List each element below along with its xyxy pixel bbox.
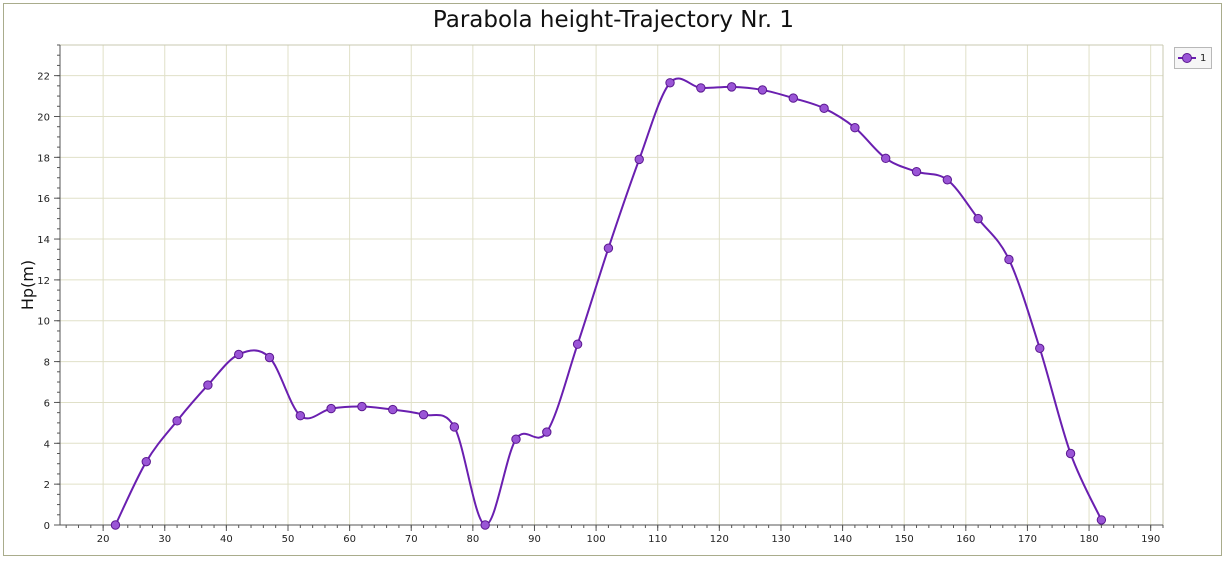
y-tick-label: 2 <box>44 480 50 491</box>
x-tick-label: 170 <box>1018 534 1037 545</box>
x-tick-label: 140 <box>833 534 852 545</box>
x-tick-label: 100 <box>587 534 606 545</box>
data-point <box>1035 343 1045 354</box>
x-tick-label: 80 <box>466 534 479 545</box>
data-point <box>1065 448 1076 459</box>
chart-title: Parabola height-Trajectory Nr. 1 <box>432 7 795 33</box>
data-point <box>665 78 675 88</box>
legend[interactable]: 1 <box>1174 47 1212 69</box>
data-point <box>110 520 121 530</box>
data-point <box>172 416 182 426</box>
data-point <box>603 243 614 253</box>
x-tick-label: 190 <box>1141 534 1160 545</box>
y-tick-label: 22 <box>37 72 50 83</box>
data-point <box>572 339 583 349</box>
data-point <box>449 422 460 432</box>
y-tick-label: 12 <box>37 276 50 287</box>
data-point <box>141 456 151 467</box>
data-point <box>819 103 829 114</box>
y-axis-label: Hp(m) <box>18 260 37 310</box>
y-tick-label: 10 <box>37 317 50 328</box>
x-tick-label: 70 <box>405 534 418 545</box>
data-point <box>1004 254 1014 265</box>
data-point <box>357 401 367 412</box>
plot-area <box>60 45 1163 525</box>
data-point <box>850 123 860 133</box>
x-tick-label: 160 <box>956 534 975 545</box>
data-point <box>233 349 244 360</box>
y-tick-label: 8 <box>44 358 50 369</box>
data-point <box>264 352 275 363</box>
x-tick-label: 110 <box>648 534 667 545</box>
y-tick-label: 6 <box>44 398 50 409</box>
data-point <box>757 85 768 95</box>
y-tick-label: 14 <box>37 235 50 246</box>
data-point <box>942 175 953 185</box>
data-point <box>388 404 398 415</box>
data-point <box>911 166 922 177</box>
x-tick-label: 180 <box>1080 534 1099 545</box>
data-point <box>203 380 213 390</box>
data-point <box>511 434 521 444</box>
data-point <box>696 83 706 93</box>
data-point <box>788 93 798 103</box>
data-point <box>542 427 552 437</box>
data-point <box>973 213 983 224</box>
y-tick-label: 0 <box>44 521 50 532</box>
x-tick-label: 90 <box>528 534 541 545</box>
legend-series-label: 1 <box>1200 52 1207 64</box>
data-point <box>418 410 429 420</box>
y-tick-label: 16 <box>37 194 50 205</box>
data-point <box>480 520 490 530</box>
legend-series-marker-icon <box>1178 52 1196 64</box>
x-tick-label: 40 <box>220 534 233 545</box>
x-tick-label: 60 <box>343 534 356 545</box>
x-tick-label: 30 <box>158 534 171 545</box>
y-tick-label: 20 <box>37 112 50 123</box>
data-point <box>726 82 737 92</box>
data-point <box>881 153 891 164</box>
x-tick-label: 150 <box>895 534 914 545</box>
data-point <box>295 411 306 421</box>
x-tick-label: 50 <box>282 534 295 545</box>
x-tick-label: 130 <box>771 534 790 545</box>
data-point <box>1096 515 1107 525</box>
y-tick-label: 4 <box>44 439 50 450</box>
x-tick-label: 20 <box>97 534 110 545</box>
x-tick-label: 120 <box>710 534 729 545</box>
y-tick-label: 18 <box>37 153 50 164</box>
data-point <box>634 154 644 165</box>
data-point <box>326 403 336 414</box>
